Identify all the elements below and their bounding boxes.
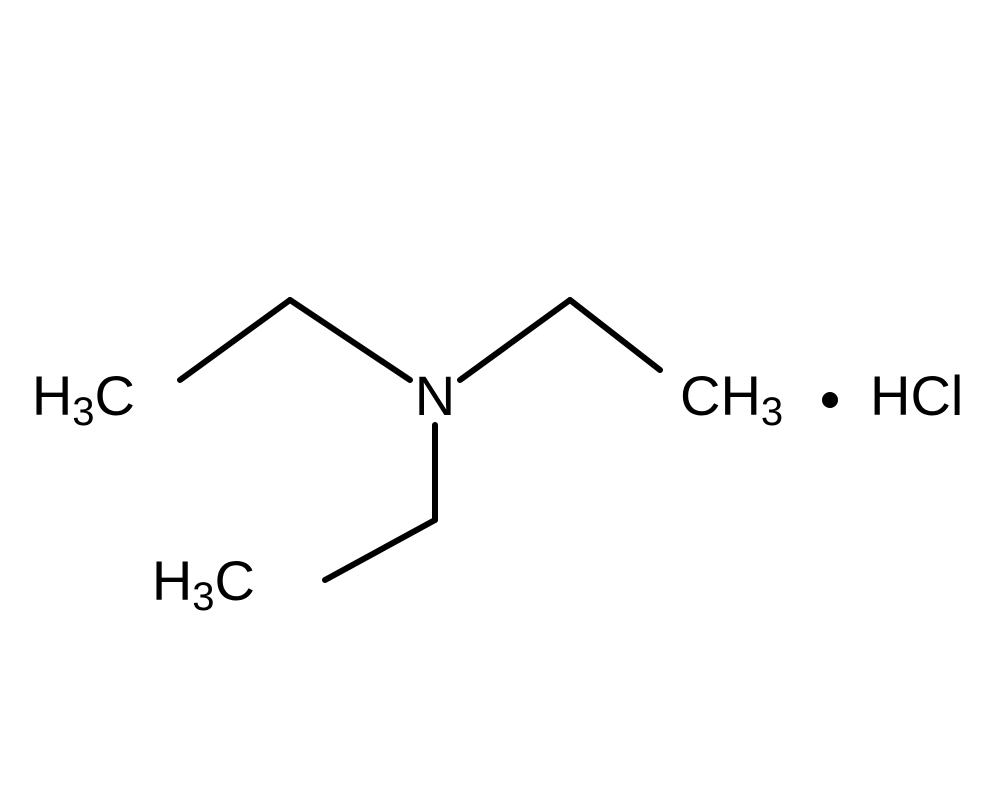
background: [0, 0, 1000, 807]
atom-label-n: N: [415, 364, 455, 427]
salt-dot: [822, 392, 838, 408]
chemical-structure-canvas: NCH3H3CH3CHCl: [0, 0, 1000, 807]
salt-label-hcl: HCl: [870, 364, 963, 427]
chemical-structure-svg: NCH3H3CH3CHCl: [0, 0, 1000, 807]
